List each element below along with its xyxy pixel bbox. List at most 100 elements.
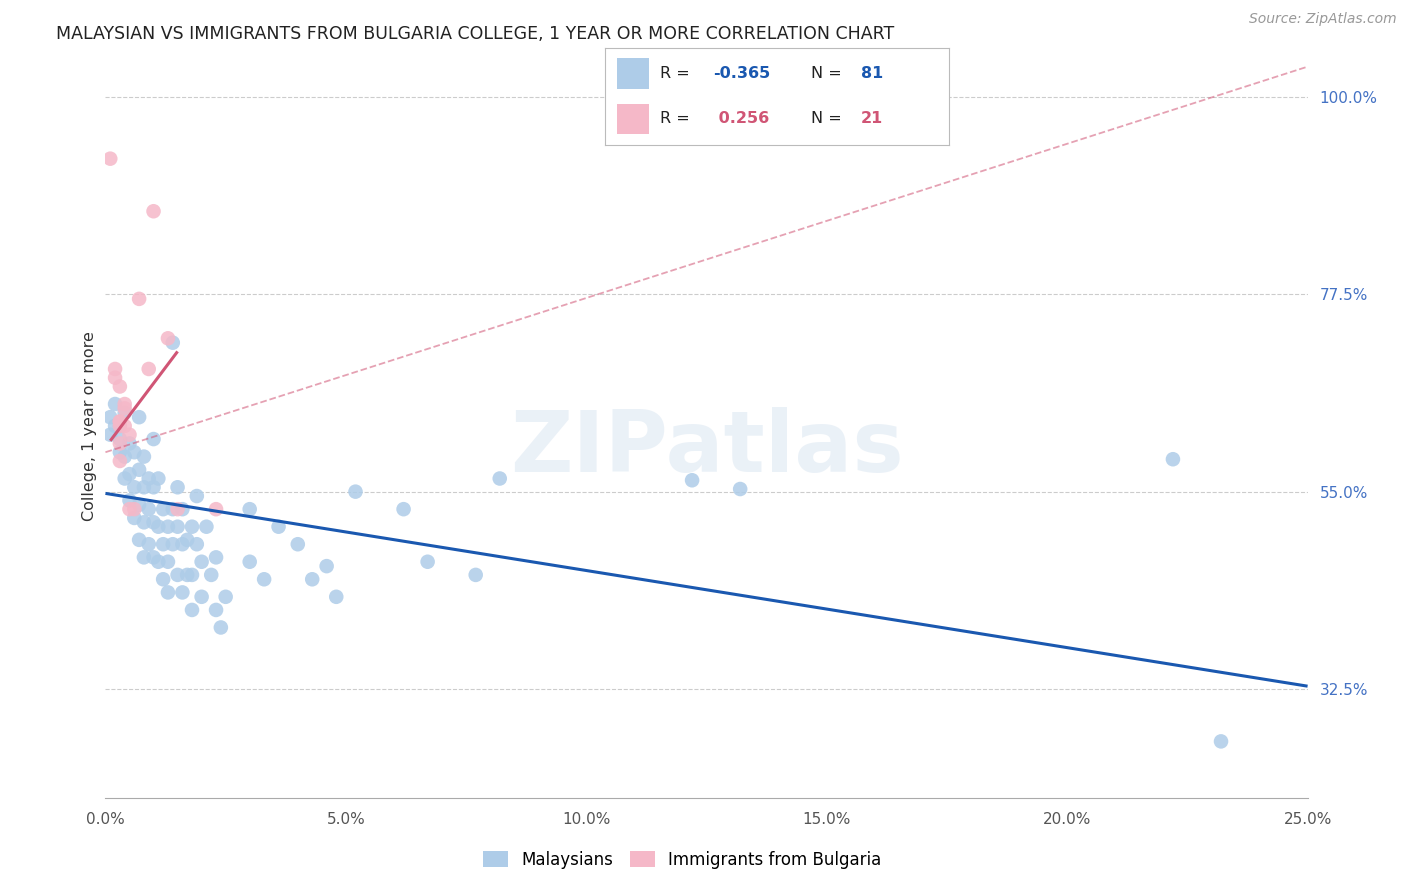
Point xyxy=(128,498,150,512)
Point xyxy=(166,480,188,494)
Point xyxy=(315,559,337,574)
Point xyxy=(114,397,136,411)
Point xyxy=(156,555,179,569)
Point xyxy=(118,493,141,508)
Text: 81: 81 xyxy=(862,66,883,80)
Point xyxy=(108,454,131,468)
Point xyxy=(104,362,127,376)
Point xyxy=(181,603,204,617)
Point xyxy=(142,550,165,565)
Point xyxy=(195,519,218,533)
Point xyxy=(138,537,160,551)
Y-axis label: College, 1 year or more: College, 1 year or more xyxy=(82,331,97,521)
Point xyxy=(152,572,174,586)
Point xyxy=(108,436,131,450)
Point xyxy=(108,379,131,393)
Point xyxy=(128,463,150,477)
Text: R =: R = xyxy=(659,66,695,80)
Point xyxy=(138,362,160,376)
Point xyxy=(128,410,150,425)
Point xyxy=(214,590,236,604)
Point xyxy=(108,415,131,429)
Point xyxy=(124,445,146,459)
Point xyxy=(239,502,262,516)
Point xyxy=(464,568,486,582)
Point xyxy=(176,533,198,547)
Point xyxy=(488,471,510,485)
Point xyxy=(392,502,415,516)
Point xyxy=(98,410,121,425)
Point xyxy=(132,450,155,464)
Point xyxy=(114,419,136,434)
Point xyxy=(118,467,141,482)
Point xyxy=(176,568,198,582)
Point xyxy=(108,445,131,459)
Point xyxy=(128,292,150,306)
Point xyxy=(172,502,194,516)
Text: MALAYSIAN VS IMMIGRANTS FROM BULGARIA COLLEGE, 1 YEAR OR MORE CORRELATION CHART: MALAYSIAN VS IMMIGRANTS FROM BULGARIA CO… xyxy=(56,25,894,43)
Point xyxy=(152,537,174,551)
Point xyxy=(148,471,170,485)
Point xyxy=(205,603,228,617)
Point xyxy=(104,419,127,434)
Point xyxy=(152,502,174,516)
Point xyxy=(681,473,703,487)
Point xyxy=(114,450,136,464)
Point xyxy=(186,537,208,551)
Point xyxy=(114,401,136,416)
Point xyxy=(108,419,131,434)
Point xyxy=(190,590,212,604)
Point xyxy=(253,572,276,586)
Point xyxy=(162,537,184,551)
Point xyxy=(148,519,170,533)
Point xyxy=(98,152,121,166)
Point xyxy=(138,471,160,485)
Point xyxy=(190,555,212,569)
Point xyxy=(162,335,184,350)
Point xyxy=(138,502,160,516)
FancyBboxPatch shape xyxy=(617,58,650,89)
Point xyxy=(181,568,204,582)
Point xyxy=(104,370,127,384)
Point xyxy=(156,585,179,599)
Point xyxy=(1161,452,1184,467)
Point xyxy=(166,568,188,582)
Point xyxy=(416,555,439,569)
Legend: Malaysians, Immigrants from Bulgaria: Malaysians, Immigrants from Bulgaria xyxy=(477,845,889,876)
Point xyxy=(142,204,165,219)
Point xyxy=(118,436,141,450)
Point xyxy=(325,590,347,604)
Point xyxy=(98,427,121,442)
Point xyxy=(132,516,155,530)
Point xyxy=(108,419,131,434)
Point xyxy=(209,620,232,634)
Point xyxy=(344,484,367,499)
Point xyxy=(166,502,188,516)
Point xyxy=(166,519,188,533)
Point xyxy=(181,519,204,533)
Point xyxy=(114,406,136,420)
Text: -0.365: -0.365 xyxy=(713,66,770,80)
Text: ZIPatlas: ZIPatlas xyxy=(509,407,904,490)
Point xyxy=(142,432,165,446)
Point xyxy=(124,480,146,494)
Text: N =: N = xyxy=(811,112,848,127)
Point xyxy=(172,537,194,551)
Point xyxy=(205,550,228,565)
Point xyxy=(118,427,141,442)
Point xyxy=(128,533,150,547)
Point xyxy=(301,572,323,586)
Point xyxy=(114,471,136,485)
Text: N =: N = xyxy=(811,66,848,80)
Point xyxy=(186,489,208,503)
Point xyxy=(172,585,194,599)
Point xyxy=(132,550,155,565)
Point xyxy=(108,415,131,429)
Point xyxy=(132,480,155,494)
Point xyxy=(162,502,184,516)
Point xyxy=(205,502,228,516)
Point xyxy=(200,568,222,582)
Point xyxy=(267,519,290,533)
Text: 0.256: 0.256 xyxy=(713,112,769,127)
Point xyxy=(124,511,146,525)
